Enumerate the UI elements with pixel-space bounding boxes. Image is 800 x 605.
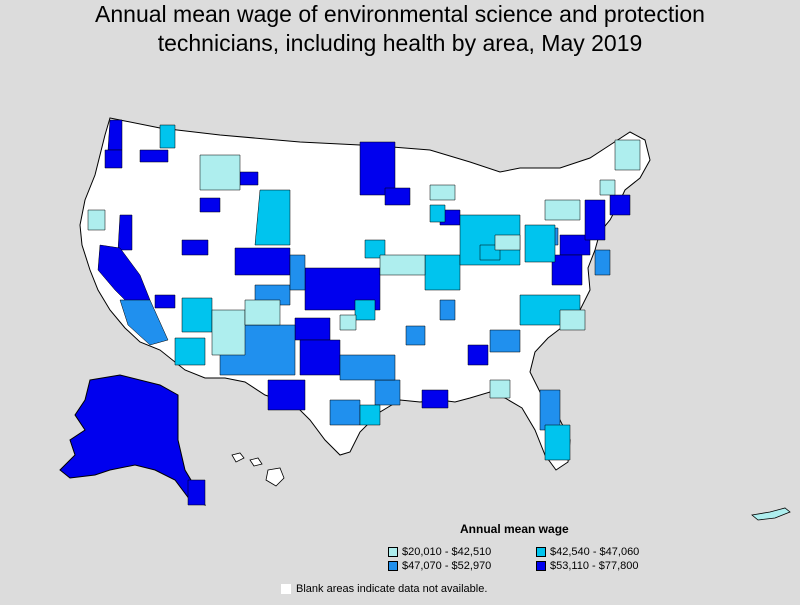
puerto-rico-outline	[751, 507, 791, 521]
map-title-line-2: technicians, including health by area, M…	[157, 30, 643, 56]
blank-areas-note: Blank areas indicate data not available.	[280, 583, 487, 595]
legend-swatch-4	[536, 561, 546, 571]
legend-swatch-1	[388, 547, 398, 557]
legend-swatch-3	[388, 561, 398, 571]
alaska-outline	[59, 374, 206, 506]
legend-item-2: $42,540 - $47,060	[536, 546, 639, 558]
wage-areas-lower-middle	[159, 124, 581, 461]
legend-title: Annual mean wage	[460, 522, 569, 536]
map-title-line-1: Annual mean wage of environmental scienc…	[95, 1, 705, 27]
legend-swatch-2	[536, 547, 546, 557]
legend-label-1: $20,010 - $42,510	[402, 546, 492, 558]
wage-areas-upper-middle	[119, 227, 611, 431]
legend-label-2: $42,540 - $47,060	[550, 546, 640, 558]
wage-areas-highest	[97, 119, 631, 506]
legend-label-3: $47,070 - $52,970	[402, 560, 492, 572]
legend-item-1: $20,010 - $42,510	[388, 546, 491, 558]
blank-areas-note-text: Blank areas indicate data not available.	[296, 583, 488, 595]
legend-item-3: $47,070 - $52,970	[388, 560, 491, 572]
wage-areas-lowest	[87, 139, 641, 399]
legend-label-4: $53,110 - $77,800	[550, 560, 639, 572]
legend-item-4: $53,110 - $77,800	[536, 560, 638, 572]
hawaii-islands	[231, 452, 285, 487]
blank-swatch	[280, 583, 292, 595]
map-title: Annual mean wage of environmental scienc…	[0, 0, 800, 58]
